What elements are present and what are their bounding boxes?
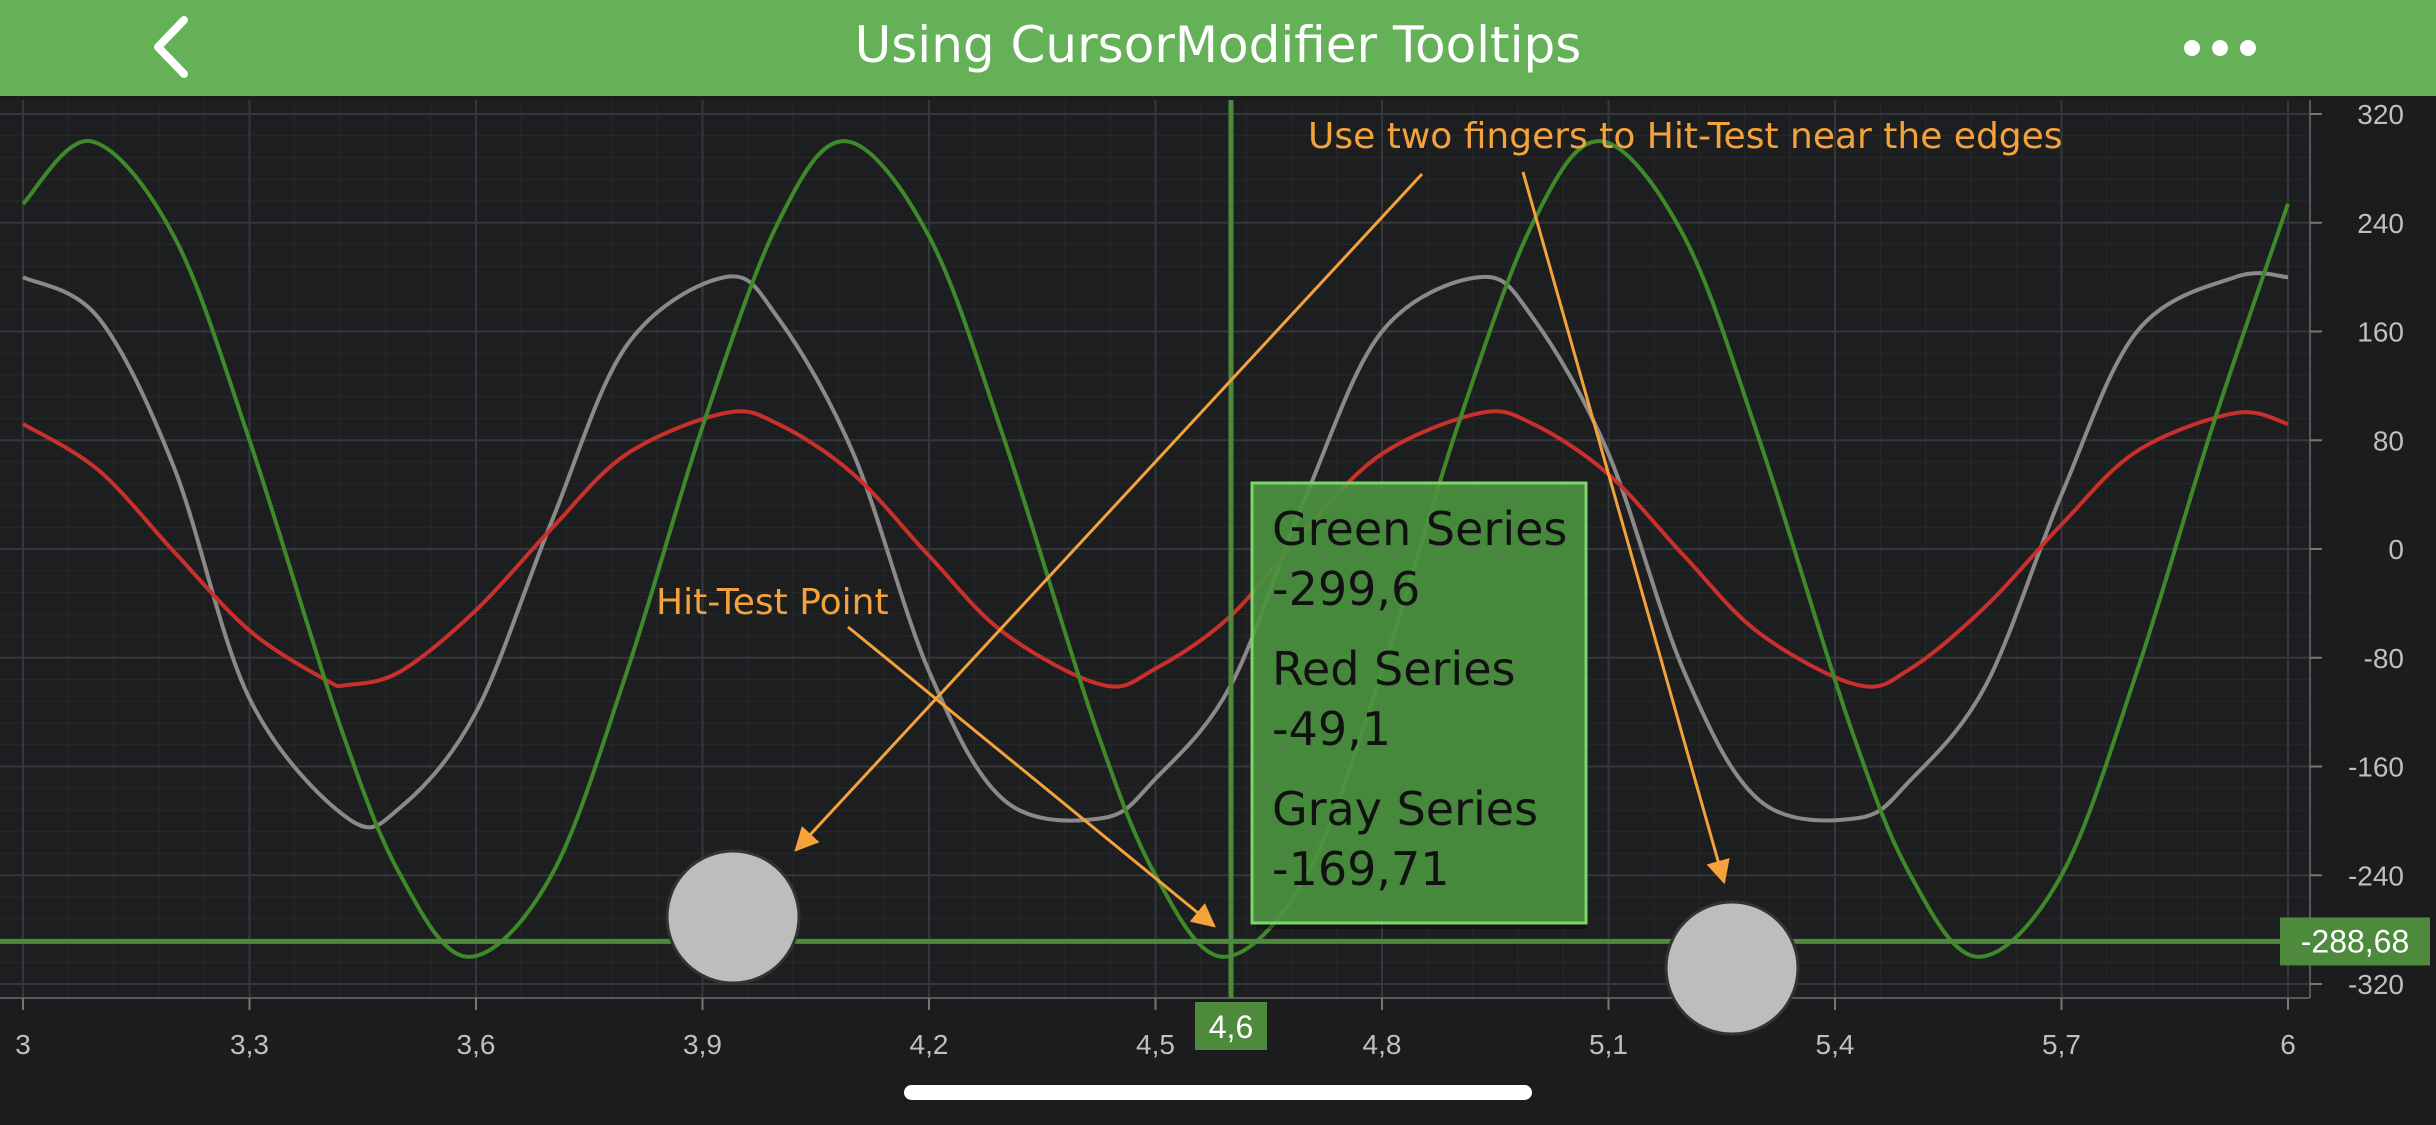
x-tick-label: 4,2: [910, 1029, 949, 1060]
back-button[interactable]: [140, 12, 210, 82]
tooltip-box: [1250, 481, 1588, 925]
x-tick-label: 5,7: [2042, 1029, 2081, 1060]
x-tick-label: 5,4: [1816, 1029, 1855, 1060]
tooltip-series-name: Green Series: [1272, 502, 1567, 556]
cursor-y-label: -288,68: [2301, 923, 2410, 959]
app-header: [0, 0, 2436, 96]
annotation-arrow: [847, 625, 1216, 928]
y-tick-label: 0: [2388, 534, 2404, 565]
tooltip-series-value: -49,1: [1272, 702, 1391, 756]
more-dots-icon: [2184, 40, 2256, 56]
touch-point-circle[interactable]: [665, 849, 801, 985]
annotation-text-point: Hit-Test Point: [656, 582, 889, 623]
cursor-x-label: 4,6: [1209, 1009, 1253, 1045]
home-indicator[interactable]: [904, 1085, 1532, 1100]
red-series-line: [21, 409, 2289, 689]
x-tick-label: 3,3: [230, 1029, 269, 1060]
x-tick-label: 5,1: [1589, 1029, 1628, 1060]
annotation-arrow: [794, 172, 1424, 852]
y-tick-label: 160: [2357, 317, 2404, 348]
y-tick-label: -240: [2348, 860, 2404, 891]
green-series-line: [21, 139, 2290, 959]
y-tick-label: 80: [2373, 425, 2404, 456]
x-tick-label: 3: [15, 1029, 31, 1060]
y-tick-label: -320: [2348, 969, 2404, 1000]
tooltip-series-name: Gray Series: [1272, 782, 1538, 836]
x-tick-label: 4,8: [1363, 1029, 1402, 1060]
page-title: Using CursorModifier Tooltips: [854, 16, 1582, 74]
gray-series-line: [22, 271, 2289, 830]
y-tick-label: 240: [2357, 208, 2404, 239]
tooltip-series-value: -299,6: [1272, 562, 1420, 616]
x-tick-label: 3,9: [683, 1029, 722, 1060]
chevron-left-icon: [154, 16, 188, 78]
tooltip-series-value: -169,71: [1272, 842, 1450, 896]
x-tick-label: 6: [2280, 1029, 2296, 1060]
x-tick-label: 4,5: [1136, 1029, 1175, 1060]
y-tick-label: -160: [2348, 752, 2404, 783]
cursor-y-label-box: [2280, 917, 2430, 966]
more-button[interactable]: [2180, 28, 2260, 68]
cursor-x-label-box: [1195, 1002, 1267, 1050]
x-tick-label: 3,6: [457, 1029, 496, 1060]
y-tick-label: -80: [2364, 643, 2404, 674]
touch-point-circle[interactable]: [1664, 900, 1800, 1036]
y-tick-label: 320: [2357, 99, 2404, 130]
annotation-arrow: [1521, 171, 1730, 885]
annotation-text-top: Use two fingers to Hit-Test near the edg…: [1308, 116, 2063, 157]
tooltip-series-name: Red Series: [1272, 642, 1515, 696]
chart-surface[interactable]: 320 240 160 80 0 -80 -160 -240 -320 3 3,3 3,6 3,9 4,2…: [0, 96, 2436, 1062]
